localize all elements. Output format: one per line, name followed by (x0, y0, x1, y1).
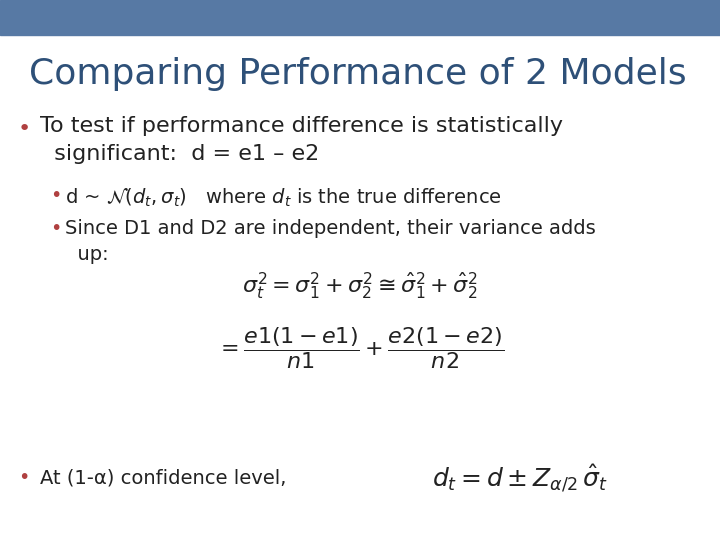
Text: $= \dfrac{e1(1-e1)}{n1} + \dfrac{e2(1-e2)}{n2}$: $= \dfrac{e1(1-e1)}{n1} + \dfrac{e2(1-e2… (216, 325, 504, 372)
Bar (0, 0, 720, 35)
Text: To test if performance difference is statistically
  significant:  d = e1 – e2: To test if performance difference is sta… (40, 116, 562, 164)
Text: •: • (18, 468, 30, 488)
Text: d ~ $\mathcal{N}(d_t,\sigma_t)$   where $d_t$ is the true difference: d ~ $\mathcal{N}(d_t,\sigma_t)$ where $d… (65, 186, 502, 208)
Text: $\sigma_t^2 = \sigma_1^2 + \sigma_2^2 \cong \hat{\sigma}_1^2 + \hat{\sigma}_2^2$: $\sigma_t^2 = \sigma_1^2 + \sigma_2^2 \c… (243, 271, 477, 302)
Text: Comparing Performance of 2 Models: Comparing Performance of 2 Models (29, 57, 686, 91)
Text: $d_t = d \pm Z_{\alpha/2}\,\hat{\sigma}_t$: $d_t = d \pm Z_{\alpha/2}\,\hat{\sigma}_… (432, 462, 608, 494)
Text: •: • (50, 219, 62, 238)
Text: •: • (18, 119, 31, 139)
Text: At (1-α) confidence level,: At (1-α) confidence level, (40, 468, 286, 488)
Text: Since D1 and D2 are independent, their variance adds
  up:: Since D1 and D2 are independent, their v… (65, 219, 595, 264)
Text: •: • (50, 186, 62, 205)
